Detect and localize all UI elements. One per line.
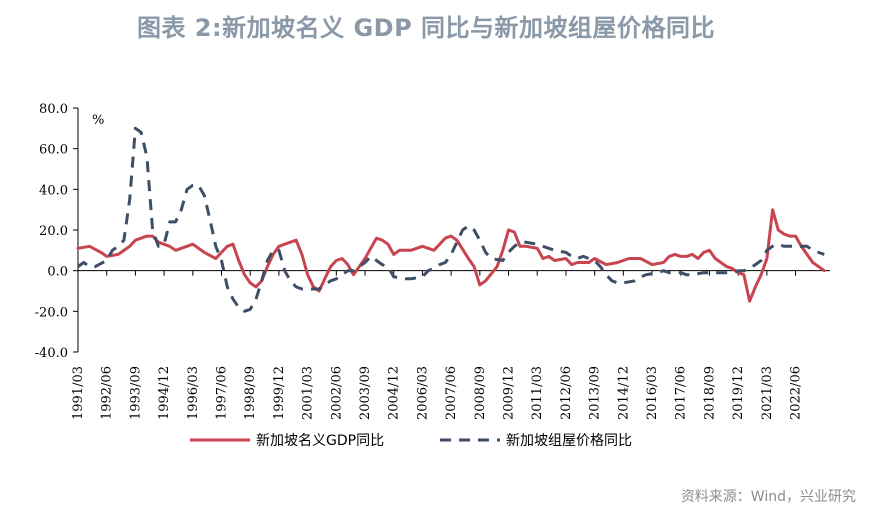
x-tick-label: 1996/03 <box>186 366 201 420</box>
series-line-1 <box>76 208 826 303</box>
x-tick-label: 2012/06 <box>559 366 574 420</box>
x-tick-label: 1994/12 <box>157 366 172 420</box>
y-tick-label: 40.0 <box>39 183 68 198</box>
x-tick-label: 2017/06 <box>674 366 689 420</box>
x-tick-label: 2011/03 <box>530 366 545 420</box>
x-tick-label: 2009/12 <box>502 366 517 420</box>
x-tick-label: 1993/09 <box>128 366 143 420</box>
y-axis-unit-label: % <box>92 113 104 128</box>
x-tick-label: 2016/03 <box>645 366 660 420</box>
x-tick-label: 1992/06 <box>100 366 115 420</box>
x-tick-label: 2002/06 <box>329 366 344 420</box>
x-tick-label: 2003/09 <box>358 366 373 420</box>
y-tick-label: -20.0 <box>35 305 68 320</box>
chart-axes <box>77 108 830 352</box>
x-tick-label: 2008/09 <box>473 366 488 420</box>
series-line-2 <box>77 126 825 313</box>
x-tick-label: 1997/06 <box>215 366 230 420</box>
y-axis-ticks: 80.0 60.0 40.0 20.0 0.0 -20.0 -40.0 <box>35 102 78 361</box>
x-tick-label: 1991/03 <box>71 366 86 420</box>
x-tick-label: 2022/06 <box>789 366 804 420</box>
chart-series <box>76 126 826 313</box>
y-tick-label: 0.0 <box>47 265 68 280</box>
y-tick-label: -40.0 <box>35 346 68 361</box>
y-tick-label: 20.0 <box>39 224 68 239</box>
y-tick-label: 80.0 <box>39 102 68 117</box>
source-note: 资料来源：Wind，兴业研究 <box>680 489 856 505</box>
x-tick-label: 2013/09 <box>588 366 603 420</box>
x-tick-label: 2018/09 <box>702 366 717 420</box>
x-tick-label: 2019/12 <box>731 366 746 420</box>
x-tick-label: 1999/12 <box>272 366 287 420</box>
chart-title: 图表 2:新加坡名义 GDP 同比与新加坡组屋价格同比 <box>136 14 716 42</box>
x-axis-ticks: 1991/03 1992/06 1993/09 1994/12 1996/03 1997/… <box>71 270 804 420</box>
x-tick-label: 2021/03 <box>760 366 775 420</box>
x-tick-label: 2006/03 <box>415 366 430 420</box>
legend-label-2: 新加坡组屋价格同比 <box>506 433 632 449</box>
line-chart: 80.060.040.020.00.0-20.0-40.0 1991/03 199… <box>35 102 830 449</box>
x-tick-label: 1998/09 <box>243 366 258 420</box>
x-tick-label: 2004/12 <box>387 366 402 420</box>
x-tick-label: 2014/12 <box>616 366 631 420</box>
y-tick-label: 60.0 <box>39 143 68 158</box>
x-tick-label: 2001/03 <box>301 366 316 420</box>
x-tick-label: 2007/06 <box>444 366 459 420</box>
chart-legend: 新加坡名义GDP同比 新加坡组屋价格同比 <box>190 433 632 449</box>
legend-label-1: 新加坡名义GDP同比 <box>256 433 384 449</box>
